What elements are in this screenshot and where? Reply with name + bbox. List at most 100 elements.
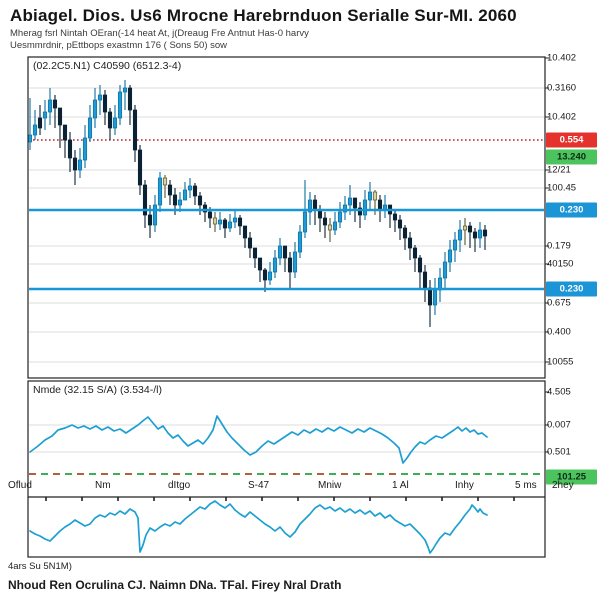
candle-body [117,91,123,119]
candle-body [232,217,238,223]
candle-body [177,199,183,206]
candle-body [292,251,298,273]
green-price-badge: 101.25 [546,469,597,485]
candle-body [192,185,198,197]
candle-body [457,229,463,241]
candle-body [262,269,268,281]
lower-panel-border [27,380,546,558]
date-label: Mniw [318,480,342,491]
candle-body [297,231,303,253]
date-label: 1 Al [392,480,409,491]
chart-subtitle-1: Mherag fsrl Nintah OEran(-14 heat At, j(… [10,28,309,39]
candle-body [302,211,308,233]
axis-label: 0.007 [547,419,571,431]
main-panel-legend: (02.2C5.N1) C40590 (6512.3-4) [33,60,182,72]
candle-body [267,271,273,281]
candle-body [287,257,293,273]
main-panel-border [27,56,546,379]
candle-body [432,289,438,306]
candle-body [122,87,128,93]
candle-body [462,225,468,231]
candle-body [337,211,343,223]
green-price-badge: 13.240 [546,149,597,165]
candle-body [27,134,33,143]
chart-subtitle-2: Uesmmrdnir, pEttbops exastmn 176 ( Sons … [10,40,228,51]
candle-body [107,111,113,129]
candle-body [202,204,208,213]
candle-body [447,249,453,263]
candle-body [422,271,428,289]
date-label: 5 ms [515,480,537,491]
candle-body [157,177,163,206]
candle-body [137,149,143,186]
candle-body [427,287,433,306]
candle-body [187,185,193,191]
date-label: Oflud [8,480,32,491]
candle-body [217,219,223,225]
axis-label: 12/21 [547,164,571,176]
axis-label: 4.505 [547,386,571,398]
candle-body [127,87,133,111]
candle-body [417,257,423,273]
candle-body [342,204,348,213]
candle-body [112,117,118,129]
candle-body [57,107,63,126]
candle-body [87,117,93,139]
candle-body [472,231,478,239]
candle-body [92,99,98,119]
page-title: Abiagel. Dios. Us6 Mrocne Harebrnduon Se… [10,6,517,25]
blue-price-badge: 0.230 [546,202,597,218]
candle-body [142,184,148,216]
candle-body [52,99,58,109]
candle-body [77,159,83,171]
candle-body [327,224,333,231]
axis-label: 0.675 [547,297,571,309]
candle-body [357,207,363,216]
candle-body [477,229,483,239]
candle-body [397,219,403,229]
middle-oscillator-line [29,415,488,464]
date-label: dItgo [168,480,191,491]
candle-body [207,211,213,219]
date-label: 2hey [552,480,574,491]
date-label: S-47 [248,480,270,491]
candle-body [242,225,248,239]
indicator-panel-legend: Nmde (32.15 S/A) (3.534-/l) [33,384,162,396]
candle-body [467,225,473,233]
candle-body [37,117,43,129]
axis-label: 100.45 [547,182,577,194]
axis-label: 0.179 [547,240,571,252]
candle-body [197,195,203,206]
candle-body [132,109,138,151]
candle-body [212,217,218,225]
candle-body [222,219,228,229]
candle-body [72,157,78,171]
candle-body [257,257,263,271]
candle-body [42,111,48,119]
candle-body [277,245,283,259]
candle-body [32,124,38,136]
candle-body [147,214,153,226]
candle-body [237,217,243,227]
candle-body [282,245,288,259]
candle-body [252,247,258,259]
axis-label: 40150 [547,258,574,270]
axis-label: 10055 [547,356,574,368]
candle-body [272,257,278,273]
candle-body [182,189,188,201]
candle-body [47,99,53,113]
candle-body [442,261,448,279]
candle-body [367,191,373,201]
candle-body [152,204,158,226]
axis-label: 10.402 [547,111,577,123]
axis-label: 0.400 [547,326,571,338]
candle-body [97,94,103,101]
candle-body [412,247,418,259]
candle-body [452,239,458,251]
axis-label: 0.3160 [547,82,577,94]
candle-body [247,237,253,249]
date-label: Inhy [455,480,474,491]
candle-body [392,213,398,221]
